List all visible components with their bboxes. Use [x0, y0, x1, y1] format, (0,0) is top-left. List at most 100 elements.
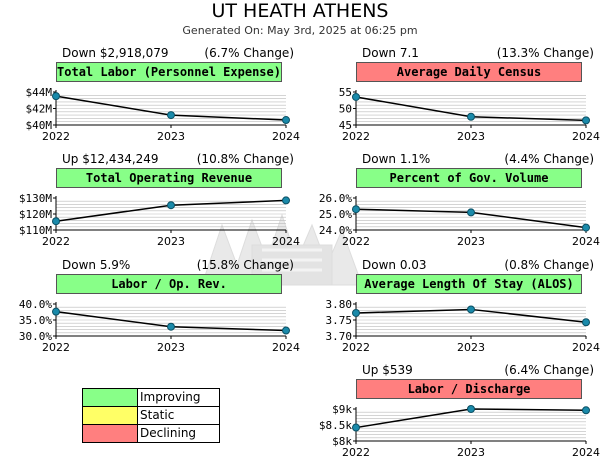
y-tick-label: 26.0%	[319, 192, 352, 205]
data-point	[467, 405, 475, 413]
data-point	[52, 307, 60, 316]
data-point	[282, 326, 290, 335]
y-tick-label: $120M	[19, 208, 52, 221]
data-point	[582, 406, 590, 415]
data-point	[52, 217, 60, 226]
chart-title-banner: Labor / Op. Rev.	[56, 274, 282, 294]
legend-swatch	[83, 425, 138, 442]
chart-average-daily-census: 45 50 55 2022 2023 2024	[339, 86, 600, 143]
change-amount: Down 7.1	[362, 46, 419, 60]
page-subtitle: Generated On: May 3rd, 2025 at 06:25 pm	[182, 24, 418, 37]
chart-title-banner: Total Labor (Personnel Expense)	[56, 62, 282, 82]
y-tick-label: 55	[339, 86, 352, 99]
y-tick-label: 40.0%	[19, 298, 52, 311]
chart-panel-total-labor: Down $2,918,079 (6.7% Change) Total Labo…	[56, 46, 296, 144]
chart-title-banner: Average Length Of Stay (ALOS)	[356, 274, 582, 294]
chart-labor-op-rev: 30.0% 35.0% 40.0% 2022 2023 2024	[19, 298, 300, 354]
page-title: UT HEATH ATHENS	[211, 0, 389, 22]
change-amount: Down 1.1%	[362, 152, 431, 166]
chart-panel-percent-gov-volume: Down 1.1% (4.4% Change) Percent of Gov. …	[356, 152, 596, 250]
chart-labor-discharge: $8k $8.5k $9k 2022 2023 2024	[319, 403, 600, 459]
data-point	[352, 308, 360, 317]
data-point	[282, 116, 290, 125]
x-tick-label: 2024	[572, 446, 600, 459]
change-percent: (15.8% Change)	[196, 258, 294, 272]
y-tick-label: $40M	[26, 119, 53, 132]
y-tick-label: $130M	[19, 192, 52, 205]
y-tick-label: 3.75	[326, 314, 353, 327]
legend: Improving Static Declining	[82, 388, 220, 443]
x-tick-label: 2024	[272, 130, 300, 143]
x-tick-label: 2022	[42, 235, 70, 248]
data-point	[52, 92, 60, 101]
data-point	[352, 92, 360, 101]
y-tick-label: 50	[339, 103, 352, 116]
x-tick-label: 2023	[157, 341, 185, 354]
change-percent: (6.4% Change)	[504, 363, 594, 377]
x-tick-label: 2022	[42, 130, 70, 143]
chart-total-operating-revenue: $110M $120M $130M 2022 2023 2024	[19, 192, 300, 248]
chart-title-banner: Average Daily Census	[356, 62, 582, 82]
data-point	[167, 322, 175, 331]
chart-title-banner: Total Operating Revenue	[56, 168, 282, 188]
x-tick-label: 2022	[342, 446, 370, 459]
y-tick-label: 3.80	[326, 298, 353, 311]
x-tick-label: 2023	[157, 130, 185, 143]
y-tick-label: $8k	[332, 435, 352, 448]
change-amount: Down 0.03	[362, 258, 427, 272]
x-tick-label: 2024	[572, 341, 600, 354]
x-tick-label: 2022	[42, 341, 70, 354]
chart-panel-total-operating-revenue: Up $12,434,249 (10.8% Change) Total Oper…	[56, 152, 296, 250]
y-tick-label: $8.5k	[319, 419, 352, 432]
chart-average-length-of-stay: 3.70 3.75 3.80 2022 2023 2024	[326, 298, 600, 354]
legend-item-declining: Declining	[83, 425, 219, 442]
x-tick-label: 2023	[457, 235, 485, 248]
legend-item-improving: Improving	[83, 389, 219, 407]
y-tick-label: 45	[339, 119, 352, 132]
data-point	[167, 201, 175, 210]
change-percent: (6.7% Change)	[204, 46, 294, 60]
change-percent: (0.8% Change)	[504, 258, 594, 272]
data-point	[282, 196, 290, 205]
x-tick-label: 2023	[457, 446, 485, 459]
x-tick-label: 2022	[342, 341, 370, 354]
chart-panel-labor-op-rev: Down 5.9% (15.8% Change) Labor / Op. Rev…	[56, 258, 296, 356]
chart-title-banner: Percent of Gov. Volume	[356, 168, 582, 188]
y-tick-label: 3.70	[326, 330, 353, 343]
change-percent: (4.4% Change)	[504, 152, 594, 166]
x-tick-label: 2022	[342, 130, 370, 143]
chart-panel-average-length-of-stay: Down 0.03 (0.8% Change) Average Length O…	[356, 258, 596, 356]
legend-label: Static	[140, 408, 175, 422]
x-tick-label: 2023	[457, 130, 485, 143]
chart-panel-labor-discharge: Up $539 (6.4% Change) Labor / Discharge	[356, 363, 596, 461]
data-point	[467, 208, 475, 217]
y-tick-label: 25.0%	[319, 208, 352, 221]
chart-total-labor: $40M $42M $44M 2022 2023 2024	[26, 86, 301, 143]
legend-label: Declining	[140, 426, 197, 440]
legend-item-static: Static	[83, 407, 219, 425]
chart-title-banner: Labor / Discharge	[356, 379, 582, 399]
x-tick-label: 2023	[157, 235, 185, 248]
y-tick-label: $110M	[19, 224, 52, 237]
x-tick-label: 2024	[572, 235, 600, 248]
data-point	[352, 205, 360, 214]
legend-swatch	[83, 407, 138, 424]
y-tick-label: $42M	[26, 103, 53, 116]
y-tick-label: $9k	[332, 403, 352, 416]
data-point	[167, 111, 175, 120]
y-tick-label: 24.0%	[319, 224, 352, 237]
legend-label: Improving	[140, 390, 201, 404]
chart-percent-gov-volume: 24.0% 25.0% 26.0% 2022 2023 2024	[319, 192, 600, 248]
change-percent: (10.8% Change)	[196, 152, 294, 166]
chart-panel-average-daily-census: Down 7.1 (13.3% Change) Average Daily Ce…	[356, 46, 596, 144]
x-tick-label: 2022	[342, 235, 370, 248]
change-amount: Down $2,918,079	[62, 46, 169, 60]
change-amount: Up $539	[362, 363, 413, 377]
data-point	[582, 223, 590, 232]
legend-swatch	[83, 389, 138, 406]
x-tick-label: 2023	[457, 341, 485, 354]
data-point	[582, 116, 590, 125]
change-amount: Up $12,434,249	[62, 152, 159, 166]
data-point	[467, 305, 475, 314]
